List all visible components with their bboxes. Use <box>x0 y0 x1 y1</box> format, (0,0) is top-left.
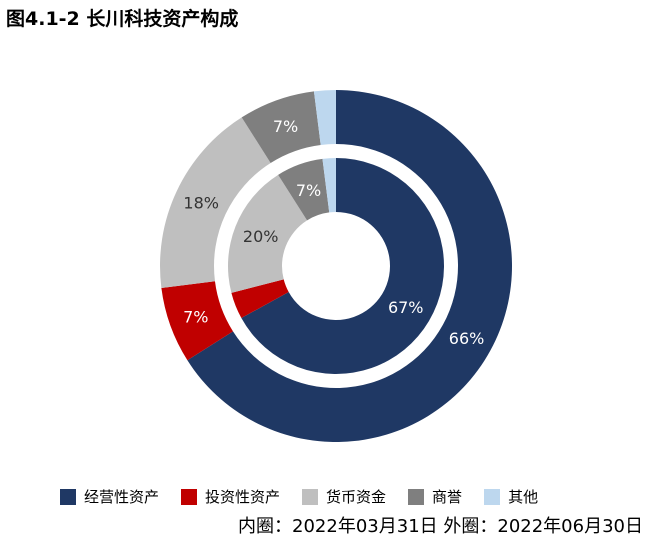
data-label: 20% <box>243 227 279 246</box>
legend: 经营性资产 投资性资产 货币资金 商誉 其他 <box>60 486 538 507</box>
data-label: 67% <box>388 298 424 317</box>
legend-item: 商誉 <box>408 486 462 507</box>
slice-inner-0 <box>241 158 445 374</box>
data-label: 7% <box>273 117 298 136</box>
legend-label: 商誉 <box>432 488 463 506</box>
chart-title: 图4.1-2 长川科技资产构成 <box>6 8 239 30</box>
legend-label: 其他 <box>508 488 539 506</box>
data-label: 18% <box>183 194 219 213</box>
data-label: 66% <box>449 329 485 348</box>
ring-date-note: 内圈：2022年03月31日 外圈：2022年06月30日 <box>238 516 643 537</box>
legend-label: 投资性资产 <box>205 488 281 506</box>
legend-item: 其他 <box>484 486 538 507</box>
slice-inner-3 <box>278 158 330 221</box>
legend-swatch <box>60 488 76 505</box>
data-label: 7% <box>296 181 321 200</box>
slice-inner-1 <box>231 279 289 319</box>
data-label: 7% <box>183 307 208 326</box>
legend-item: 投资性资产 <box>181 486 280 507</box>
legend-swatch <box>484 488 501 505</box>
legend-label: 经营性资产 <box>84 488 160 506</box>
slice-inner-4 <box>322 158 336 213</box>
legend-swatch <box>408 488 425 505</box>
legend-label: 货币资金 <box>326 488 387 506</box>
slice-outer-0 <box>187 90 512 443</box>
legend-item: 经营性资产 <box>60 486 159 507</box>
slice-outer-1 <box>161 281 233 361</box>
slice-outer-3 <box>241 91 321 163</box>
legend-swatch <box>302 488 319 505</box>
legend-item: 货币资金 <box>302 486 386 507</box>
legend-swatch <box>181 488 198 505</box>
slice-outer-4 <box>313 90 336 145</box>
slice-inner-2 <box>228 174 308 293</box>
slice-outer-2 <box>160 117 271 289</box>
